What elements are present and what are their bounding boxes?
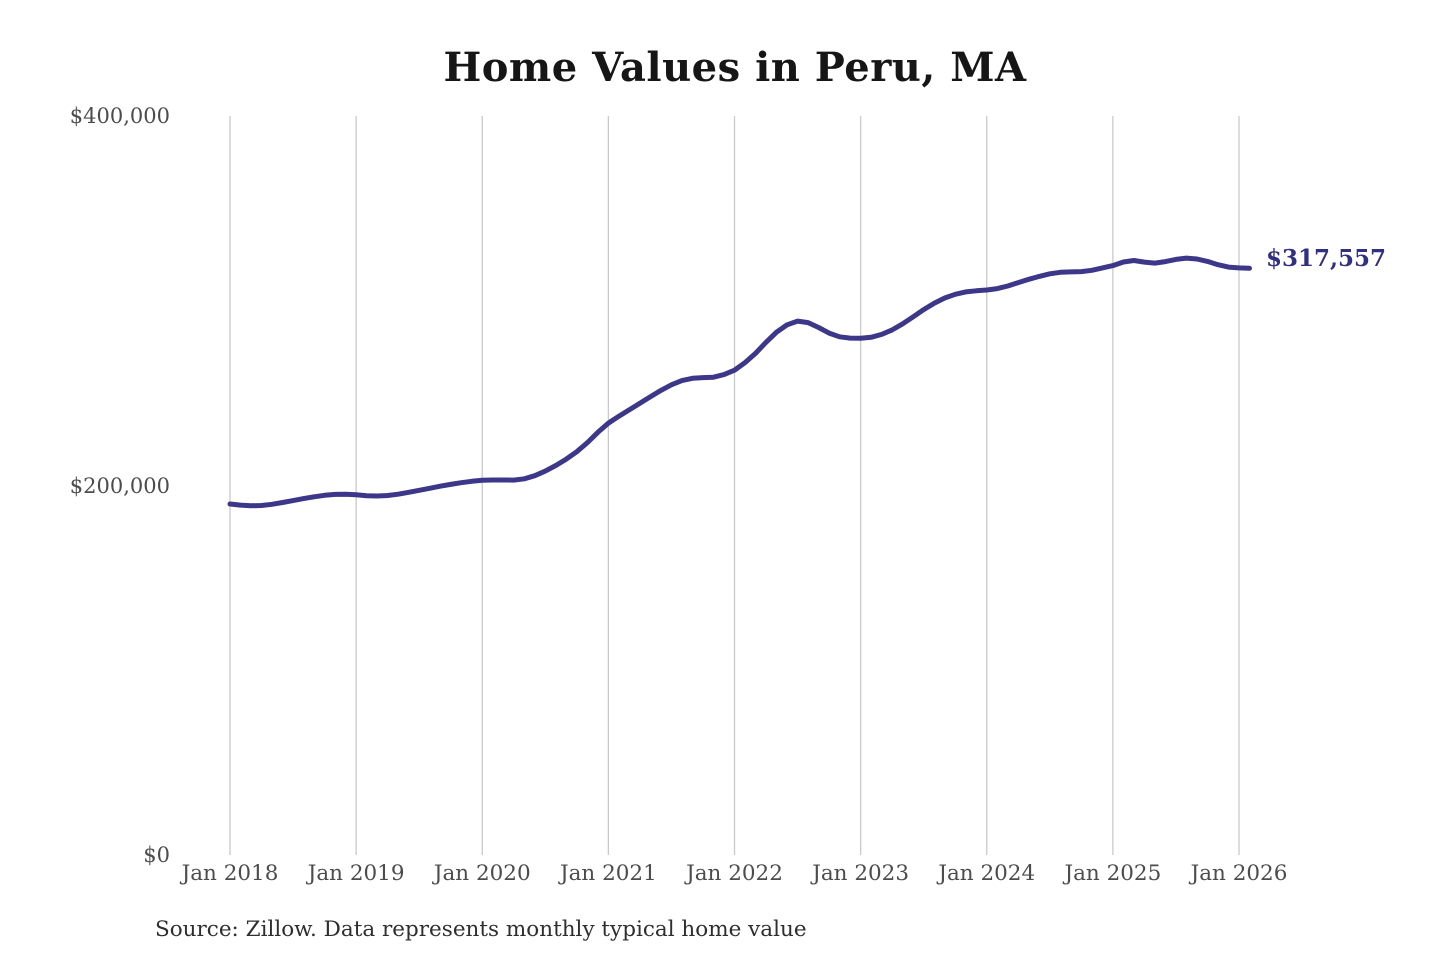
y-axis-tick-label: $400,000 bbox=[69, 104, 170, 128]
source-note: Source: Zillow. Data represents monthly … bbox=[155, 917, 807, 942]
home-value-line bbox=[227, 255, 1252, 509]
y-axis-tick-label: $200,000 bbox=[69, 473, 170, 498]
x-axis-tick-label: Jan 2025 bbox=[1064, 861, 1162, 886]
x-axis-tick-label: Jan 2022 bbox=[686, 861, 783, 886]
x-axis-tick-label: Jan 2024 bbox=[938, 861, 1036, 886]
latest-value-label: $317,557 bbox=[1266, 245, 1387, 272]
x-axis-tick-label: Jan 2020 bbox=[433, 861, 531, 886]
x-axis-tick-label: Jan 2023 bbox=[812, 861, 910, 886]
chart-title: Home Values in Peru, MA bbox=[443, 44, 1027, 91]
x-axis-tick-label: Jan 2018 bbox=[181, 861, 279, 886]
x-axis-tick-label: Jan 2019 bbox=[307, 861, 405, 886]
x-axis-tick-label: Jan 2021 bbox=[559, 861, 657, 886]
y-axis-tick-label: $0 bbox=[143, 843, 170, 867]
x-axis-tick-label: Jan 2026 bbox=[1190, 861, 1288, 886]
